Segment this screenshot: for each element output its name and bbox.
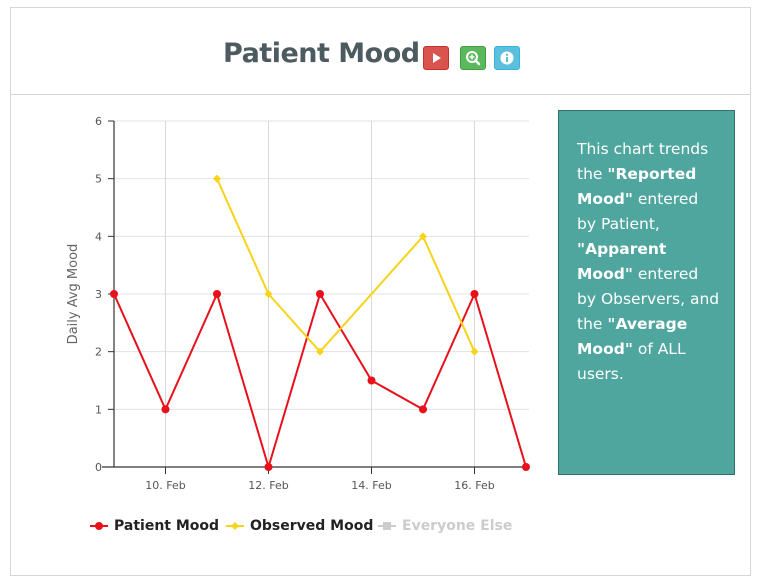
play-button[interactable] xyxy=(423,46,449,70)
legend-circle-icon xyxy=(90,522,108,530)
data-point xyxy=(419,405,427,414)
data-point xyxy=(522,463,530,471)
info-box: This chart trends the "Reported Mood" en… xyxy=(558,110,735,475)
data-point xyxy=(213,174,221,183)
data-point xyxy=(470,347,479,356)
page-title: Patient Mood xyxy=(223,38,420,69)
y-tick-label: 2 xyxy=(95,346,102,359)
info-text: entered by Observers, and the xyxy=(577,265,720,333)
y-tick-label: 0 xyxy=(95,461,102,474)
info-text: This chart trends the xyxy=(577,140,709,183)
x-tick-label: 12. Feb xyxy=(248,479,288,492)
zoom-in-icon xyxy=(466,51,481,66)
legend-label: Observed Mood xyxy=(250,518,374,534)
series-line-observed-mood xyxy=(216,178,476,353)
legend-label: Everyone Else xyxy=(402,518,513,534)
legend-item-everyone-else[interactable]: Everyone Else xyxy=(377,516,512,536)
legend-item-patient-mood[interactable]: Patient Mood xyxy=(89,516,219,536)
data-point xyxy=(110,290,118,298)
info-icon xyxy=(500,51,514,65)
legend-diamond-icon xyxy=(226,522,244,530)
x-tick-label: 16. Feb xyxy=(454,479,494,492)
legend-square-icon xyxy=(378,522,396,530)
data-point xyxy=(161,405,170,414)
info-highlight-average: "Average Mood" xyxy=(577,315,688,358)
series-line-patient-mood xyxy=(113,293,527,468)
series xyxy=(110,174,530,471)
play-icon xyxy=(433,53,441,63)
y-tick-label: 4 xyxy=(95,230,102,243)
data-point xyxy=(264,463,273,471)
info-text: of ALL users. xyxy=(577,340,686,383)
info-highlight-reported: "Reported Mood" xyxy=(577,165,697,208)
y-tick-label: 6 xyxy=(95,115,102,128)
data-point xyxy=(316,347,324,356)
x-tick-label: 10. Feb xyxy=(145,479,185,492)
info-button[interactable] xyxy=(494,46,520,70)
data-point xyxy=(470,290,479,298)
y-axis-label: Daily Avg Mood xyxy=(66,244,81,345)
data-point xyxy=(316,290,324,298)
data-point xyxy=(367,376,376,385)
data-point xyxy=(213,290,221,298)
info-highlight-apparent: "Apparent Mood" xyxy=(577,240,667,283)
legend-item-observed-mood[interactable]: Observed Mood xyxy=(225,516,373,536)
x-tick-label: 14. Feb xyxy=(351,479,391,492)
axes: 0 1 2 3 4 5 6 10. Feb 12. Feb 14. Feb 16. Feb xyxy=(95,115,529,492)
data-point xyxy=(264,290,273,298)
y-tick-label: 5 xyxy=(95,173,102,186)
y-tick-label: 1 xyxy=(95,403,102,416)
info-text: entered by Patient, xyxy=(577,190,699,233)
panel-header: Patient Mood xyxy=(11,8,750,95)
y-tick-label: 3 xyxy=(95,288,102,301)
zoom-button[interactable] xyxy=(460,46,486,70)
data-point xyxy=(419,232,427,241)
legend-label: Patient Mood xyxy=(114,518,220,534)
